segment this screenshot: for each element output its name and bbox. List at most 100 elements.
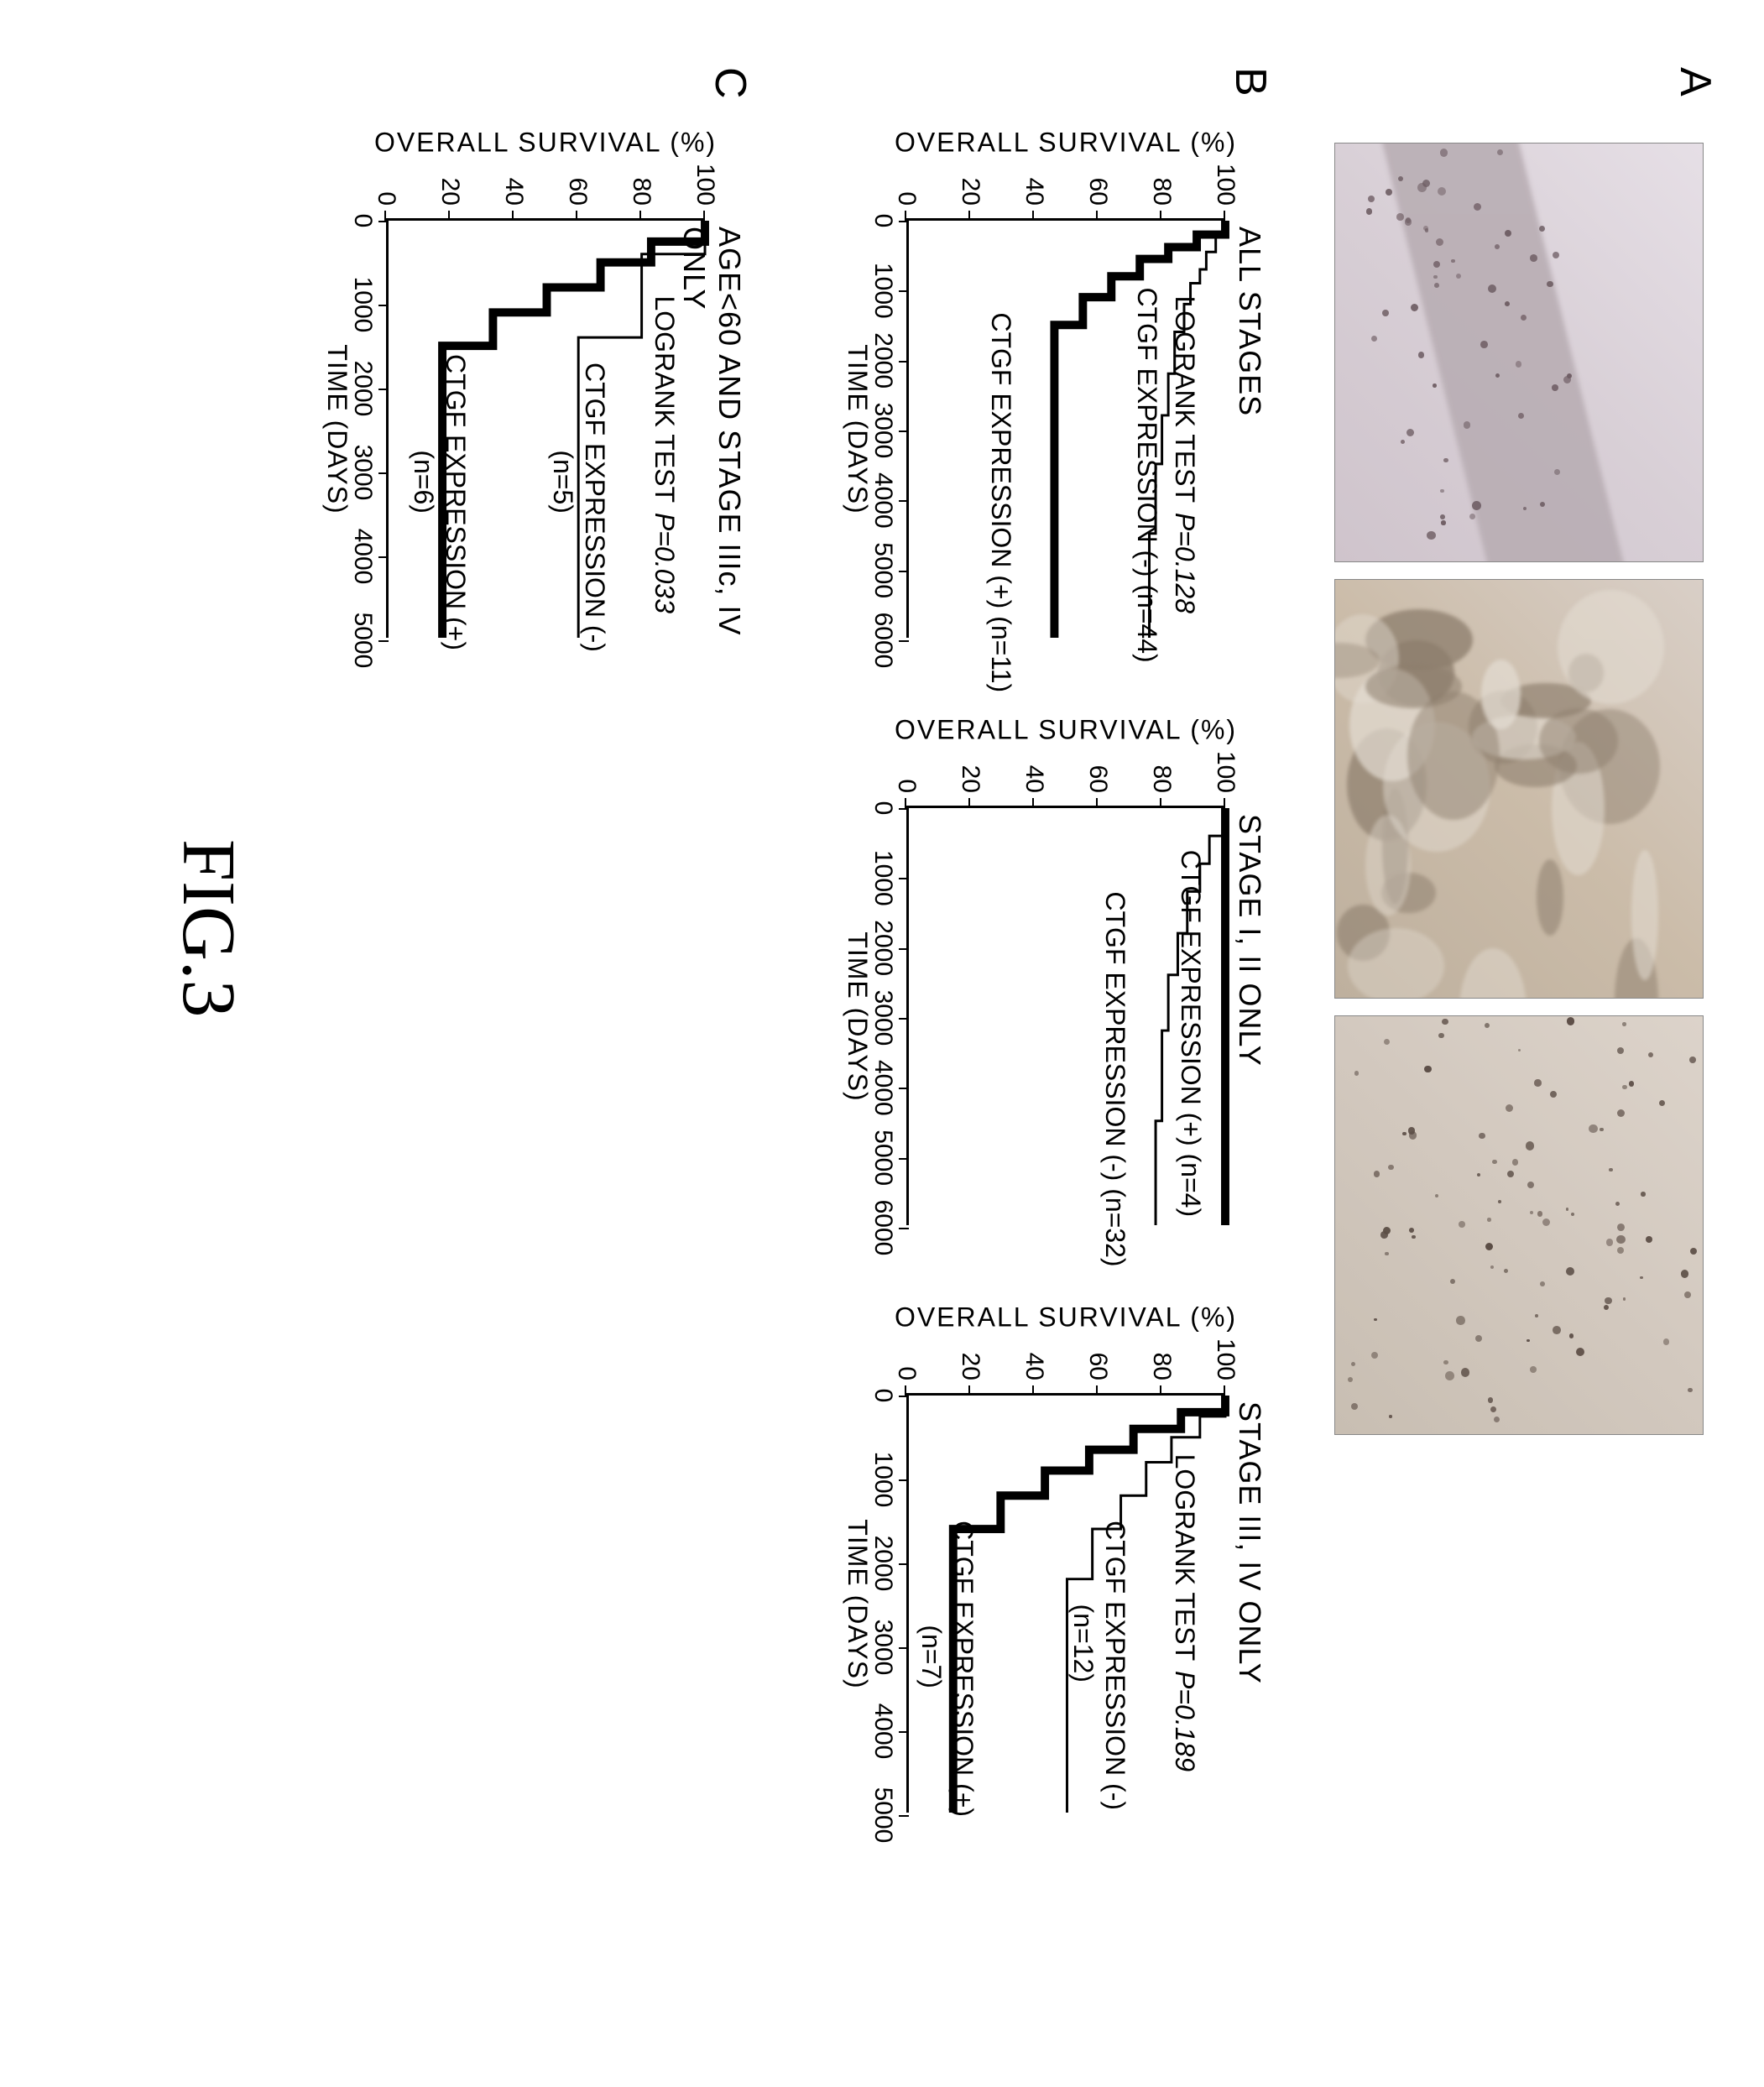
x-tick <box>378 389 389 390</box>
x-tick-label: 0 <box>869 214 897 228</box>
survival-chart-b1: ALL STAGESTIME (DAYS)0204060801000100020… <box>831 126 1267 680</box>
x-tick <box>378 556 389 558</box>
x-tick-label: 1000 <box>869 850 897 906</box>
x-tick-label: 0 <box>348 214 377 228</box>
panel-label-b: B <box>1225 67 1276 97</box>
chart-title: STAGE III, IV ONLY <box>1232 1401 1267 1684</box>
y-tick <box>1096 211 1098 221</box>
chart-annotation: LOGRANK TEST <box>1169 1454 1200 1662</box>
x-tick-label: 4000 <box>869 1704 897 1760</box>
chart-annotation: CTGF EXPRESSION (-) (n=44) <box>1131 288 1162 663</box>
y-tick-label: 100 <box>1211 751 1239 793</box>
y-tick-label: 40 <box>1020 765 1048 793</box>
survival-chart-b2: STAGE I, II ONLYTIME (DAYS)0204060801000… <box>831 713 1267 1267</box>
histology-image-2 <box>1334 579 1704 999</box>
x-tick <box>378 221 389 222</box>
y-tick <box>639 211 641 221</box>
chart-annotation: (n=5) <box>547 450 578 514</box>
y-tick <box>1032 1385 1034 1396</box>
x-tick <box>899 290 909 292</box>
y-tick-label: 80 <box>627 178 655 206</box>
y-tick <box>576 211 577 221</box>
panel-label-a: A <box>1670 67 1720 97</box>
y-tick-label: 40 <box>1020 178 1048 206</box>
figure-3-container: A B ALL STAGESTIME (DAYS)020406080100010… <box>0 42 1720 1720</box>
y-tick-label: 40 <box>499 178 528 206</box>
chart-annotation: P=0.189 <box>1169 1671 1200 1771</box>
plot-area: TIME (DAYS)02040608010001000200030004000… <box>906 218 1225 638</box>
x-tick-label: 2000 <box>869 332 897 389</box>
y-tick <box>1160 1385 1161 1396</box>
x-tick-label: 6000 <box>869 613 897 669</box>
x-tick-label: 4000 <box>869 472 897 529</box>
chart-annotation: CTGF EXPRESSION (-) <box>1099 1521 1130 1810</box>
y-axis-label: OVERALL SURVIVAL (%) <box>895 1302 1237 1333</box>
y-tick <box>1224 1385 1225 1396</box>
chart-annotation: P=0.128 <box>1169 513 1200 613</box>
x-tick-label: 6000 <box>869 1200 897 1256</box>
x-tick-label: 3000 <box>869 990 897 1046</box>
survival-chart-b3: STAGE III, IV ONLYTIME (DAYS)02040608010… <box>831 1301 1267 1855</box>
y-tick <box>1160 211 1161 221</box>
y-tick-label: 60 <box>1083 178 1112 206</box>
chart-title: ALL STAGES <box>1232 227 1267 416</box>
chart-title: STAGE I, II ONLY <box>1232 814 1267 1067</box>
survival-chart-c1: AGE<60 AND STAGE IIIc, IV ONLYTIME (DAYS… <box>311 126 747 680</box>
y-tick-label: 60 <box>1083 765 1112 793</box>
y-tick <box>905 1385 906 1396</box>
y-tick <box>968 1385 970 1396</box>
y-tick-label: 60 <box>1083 1353 1112 1380</box>
x-tick <box>899 221 909 222</box>
y-tick-label: 20 <box>956 765 984 793</box>
x-tick <box>899 1396 909 1397</box>
y-tick-label: 0 <box>372 191 400 206</box>
x-tick-label: 3000 <box>869 403 897 459</box>
chart-annotation: CTGF EXPRESSION (+) <box>947 1521 979 1817</box>
x-tick-label: 1000 <box>869 1452 897 1508</box>
chart-annotation: LOGRANK TEST <box>1169 295 1200 503</box>
x-tick-label: 5000 <box>869 1787 897 1844</box>
x-tick-label: 0 <box>869 801 897 816</box>
chart-annotation: (n=12) <box>1067 1604 1099 1683</box>
panel-label-c: C <box>705 67 755 99</box>
chart-annotation: LOGRANK TEST <box>649 295 680 503</box>
panel-c-charts-row: AGE<60 AND STAGE IIIc, IV ONLYTIME (DAYS… <box>311 126 747 680</box>
x-tick-label: 2000 <box>869 1536 897 1592</box>
y-tick-label: 60 <box>563 178 592 206</box>
x-tick-label: 1000 <box>869 263 897 319</box>
plot-area: TIME (DAYS)02040608010001000200030004000… <box>386 218 705 638</box>
plot-area: TIME (DAYS)02040608010001000200030004000… <box>906 806 1225 1225</box>
x-tick <box>899 1479 909 1481</box>
x-tick <box>899 1228 909 1229</box>
y-axis-label: OVERALL SURVIVAL (%) <box>374 128 717 159</box>
y-tick-label: 40 <box>1020 1353 1048 1380</box>
x-tick <box>899 361 909 363</box>
panel-a-histology-row <box>1334 143 1704 1435</box>
x-tick-label: 0 <box>869 1389 897 1403</box>
x-tick-label: 4000 <box>869 1060 897 1116</box>
x-tick <box>899 1563 909 1565</box>
y-tick <box>1032 798 1034 808</box>
x-tick <box>899 640 909 642</box>
figure-caption: FIG.3 <box>165 839 252 1018</box>
x-tick <box>899 430 909 432</box>
y-tick <box>703 211 705 221</box>
y-tick <box>1096 798 1098 808</box>
x-tick-label: 3000 <box>869 1620 897 1676</box>
x-tick-label: 5000 <box>869 1130 897 1186</box>
chart-annotation: CTGF EXPRESSION (+) (n=11) <box>985 312 1016 692</box>
y-tick <box>968 798 970 808</box>
x-tick <box>899 571 909 572</box>
x-tick <box>899 878 909 879</box>
x-tick <box>899 1158 909 1160</box>
x-tick-label: 5000 <box>869 542 897 598</box>
y-tick-label: 20 <box>436 178 464 206</box>
y-axis-label: OVERALL SURVIVAL (%) <box>895 128 1237 159</box>
y-tick-label: 80 <box>1147 765 1176 793</box>
x-tick-label: 4000 <box>348 529 377 585</box>
y-tick <box>1160 798 1161 808</box>
y-tick-label: 20 <box>956 178 984 206</box>
x-tick-label: 3000 <box>348 445 377 501</box>
chart-annotation: (n=6) <box>408 450 439 514</box>
x-tick <box>899 1088 909 1089</box>
